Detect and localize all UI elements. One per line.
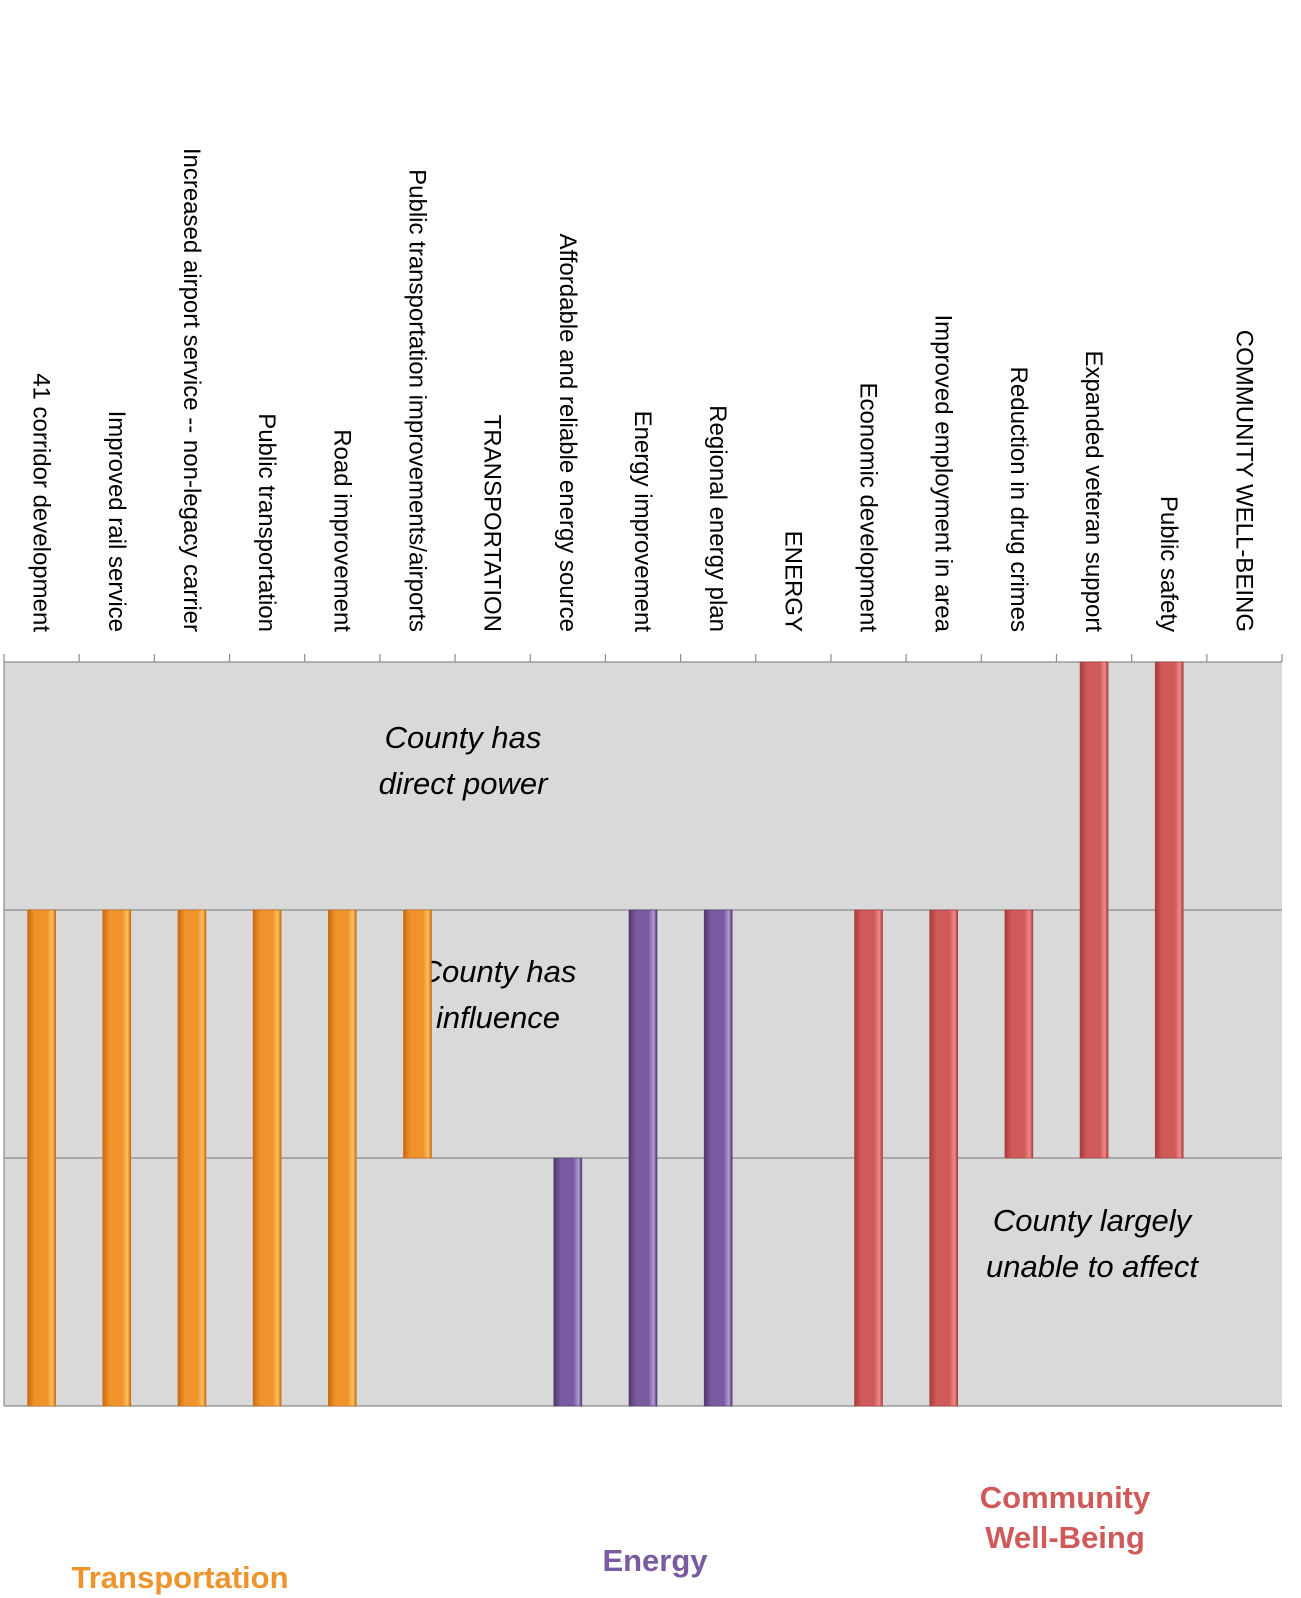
category-label: Economic development — [855, 383, 882, 633]
category-label: Expanded veteran support — [1080, 350, 1107, 632]
range-bar — [1004, 909, 1034, 1159]
legend-energy: Energy — [602, 1543, 708, 1578]
category-label: Reduction in drug crimes — [1005, 367, 1032, 632]
category-labels: 41 corridor development Improved rail ser… — [28, 148, 1258, 633]
legend-transportation: Transportation — [71, 1560, 289, 1595]
range-bar — [1079, 661, 1109, 1159]
category-label: 41 corridor development — [28, 373, 55, 632]
category-label: Public transportation — [253, 413, 280, 632]
category-label: Regional energy plan — [704, 405, 731, 632]
range-bar — [252, 909, 282, 1407]
category-label: Improved employment in area — [930, 315, 957, 633]
zone-label: County has influence — [420, 954, 577, 1035]
range-bar — [854, 909, 883, 1407]
zone-label: County has direct power — [379, 720, 550, 801]
zone-label: County largely unable to affect — [986, 1203, 1199, 1284]
category-label: Public transportation improvements/airpo… — [403, 169, 430, 632]
category-label: TRANSPORTATION — [479, 415, 506, 632]
range-bar — [403, 909, 432, 1159]
range-bar — [1154, 661, 1184, 1159]
range-bar — [327, 909, 357, 1407]
category-label: COMMUNITY WELL-BEING — [1230, 330, 1257, 632]
zone-labels: County has direct power County has influenc… — [379, 720, 1200, 1284]
range-bar — [703, 909, 733, 1407]
category-label: ENERGY — [779, 531, 806, 632]
range-bar — [929, 909, 959, 1407]
category-ticks — [3, 654, 1283, 662]
range-bar — [553, 1157, 583, 1407]
category-label: Improved rail service — [103, 411, 130, 632]
category-label: Road improvement — [328, 429, 355, 632]
category-label: Affordable and reliable energy source — [554, 234, 581, 632]
category-label: Energy improvement — [629, 411, 656, 633]
bars — [27, 661, 1184, 1407]
range-bar — [27, 909, 56, 1407]
category-label: Increased airport service -- non-legacy … — [178, 148, 205, 632]
range-bar — [102, 909, 132, 1407]
range-bar — [177, 909, 207, 1407]
range-bar — [628, 909, 658, 1407]
category-label: Public safety — [1155, 496, 1182, 632]
legend-community: Community Well-Being — [979, 1480, 1151, 1555]
